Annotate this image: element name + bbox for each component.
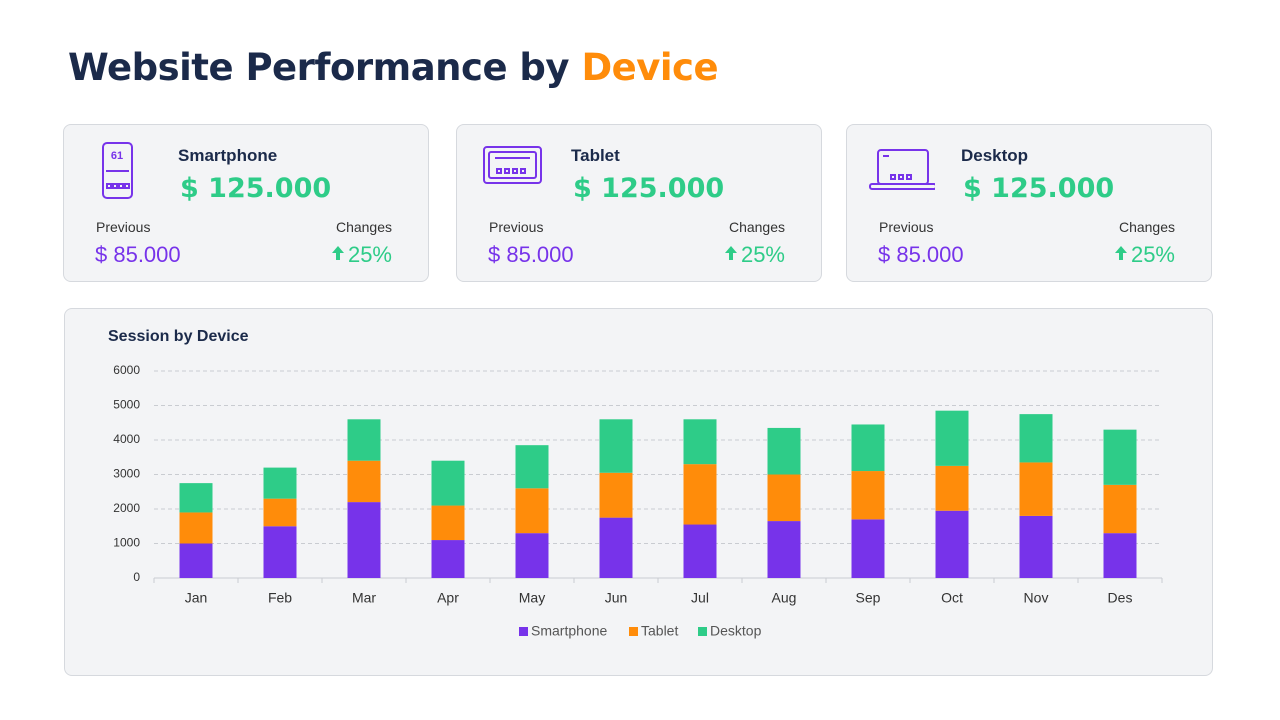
bar-segment	[263, 498, 297, 527]
card-name: Smartphone	[178, 146, 278, 165]
bar-segment	[851, 424, 885, 472]
bar-segment	[1103, 429, 1137, 485]
x-tick-label: Aug	[772, 590, 797, 606]
x-tick-label: Jan	[185, 590, 208, 606]
bar-segment	[179, 483, 213, 513]
bar-segment	[431, 505, 465, 541]
bar-segment	[263, 467, 297, 499]
card-value: $ 125.000	[963, 173, 1115, 204]
bar-segment	[515, 488, 549, 534]
up-arrow	[1115, 246, 1127, 260]
title-text: Website Performance by	[68, 46, 570, 89]
bar-segment	[1103, 533, 1137, 578]
bar-segment	[935, 410, 969, 466]
previous-value: $ 85.000	[878, 242, 964, 267]
y-tick-label: 4000	[113, 432, 140, 446]
x-tick-label: Sep	[856, 590, 881, 606]
changes-label: Changes	[1118, 219, 1175, 235]
bar-segment	[935, 465, 969, 511]
desktop-icon	[869, 149, 935, 190]
bar-segment	[347, 460, 381, 503]
previous-label: Previous	[879, 219, 934, 235]
bar-segment	[851, 519, 885, 578]
changes-label: Changes	[728, 219, 785, 235]
x-tick-label: Jul	[691, 590, 709, 606]
chart-panel: Session by Device 0 1000 2000 3000 4000 5000 6…	[64, 308, 1213, 676]
changes-label: Changes	[335, 219, 392, 235]
legend-swatch	[698, 627, 707, 636]
card-value: $ 125.000	[573, 173, 725, 204]
bar-segment	[935, 510, 969, 578]
bar-segment	[683, 419, 717, 465]
bar-segment	[431, 460, 465, 506]
bar-segment	[1103, 484, 1137, 534]
page-title: Website Performance by Device	[68, 46, 719, 89]
x-tick-label: Oct	[941, 590, 963, 606]
bar-segment	[683, 524, 717, 578]
previous-label: Previous	[489, 219, 544, 235]
bar-segment	[683, 464, 717, 525]
bar-segment	[515, 445, 549, 489]
previous-value: $ 85.000	[488, 242, 574, 267]
previous-label: Previous	[96, 219, 151, 235]
bar-segment	[263, 526, 297, 578]
bar-segment	[347, 419, 381, 461]
card-name: Desktop	[961, 146, 1029, 165]
y-tick-label: 2000	[113, 501, 140, 515]
y-tick-label: 0	[133, 570, 140, 584]
bar-segment	[179, 512, 213, 544]
x-tick-label: Nov	[1024, 590, 1049, 606]
bar-segment	[431, 540, 465, 578]
bar-segment	[599, 472, 633, 518]
y-tick-label: 6000	[113, 363, 140, 377]
smartphone-icon: 61	[102, 142, 133, 199]
kpi-card: Tablet $ 125.000 Previous $ 85.000 Chang…	[456, 124, 822, 282]
bar-segment	[1019, 414, 1053, 463]
card-name: Tablet	[571, 146, 620, 165]
card-value: $ 125.000	[180, 173, 332, 204]
kpi-card: 61 Smartphone $ 125.000 Previous $ 85.00…	[63, 124, 429, 282]
bar-segment	[515, 533, 549, 578]
y-tick-label: 3000	[113, 467, 140, 481]
legend-label: Desktop	[710, 623, 762, 639]
tablet-icon	[483, 146, 542, 184]
x-tick-label: Jun	[605, 590, 628, 606]
x-tick-label: May	[519, 590, 545, 606]
chart-title: Session by Device	[108, 328, 249, 345]
previous-value: $ 85.000	[95, 242, 181, 267]
chart: Session by Device 0 1000 2000 3000 4000 5000 6…	[108, 328, 1163, 639]
change-value: 25%	[347, 242, 392, 267]
bar-segment	[851, 471, 885, 520]
change-value: 25%	[740, 242, 785, 267]
x-tick-label: Apr	[437, 590, 459, 606]
bar-segment	[599, 517, 633, 578]
bar-segment	[347, 502, 381, 578]
bar-segment	[767, 427, 801, 475]
y-tick-label: 1000	[113, 536, 140, 550]
up-arrow	[332, 246, 344, 260]
legend-swatch	[519, 627, 528, 636]
bar-segment	[1019, 462, 1053, 516]
kpi-card: Desktop $ 125.000 Previous $ 85.000 Chan…	[846, 124, 1212, 282]
x-tick-label: Feb	[268, 590, 292, 606]
change-value: 25%	[1130, 242, 1175, 267]
y-tick-label: 5000	[113, 398, 140, 412]
legend-label: Smartphone	[531, 623, 607, 639]
bar-segment	[1019, 515, 1053, 578]
x-tick-label: Des	[1108, 590, 1133, 606]
bar-segment	[599, 419, 633, 473]
up-arrow	[725, 246, 737, 260]
legend-swatch	[629, 627, 638, 636]
bar-segment	[179, 543, 213, 578]
svg-text:61: 61	[111, 150, 123, 162]
bar-segment	[767, 521, 801, 578]
title-accent: Device	[581, 46, 719, 89]
bar-segment	[767, 474, 801, 522]
legend-label: Tablet	[641, 623, 678, 639]
x-tick-label: Mar	[352, 590, 376, 606]
